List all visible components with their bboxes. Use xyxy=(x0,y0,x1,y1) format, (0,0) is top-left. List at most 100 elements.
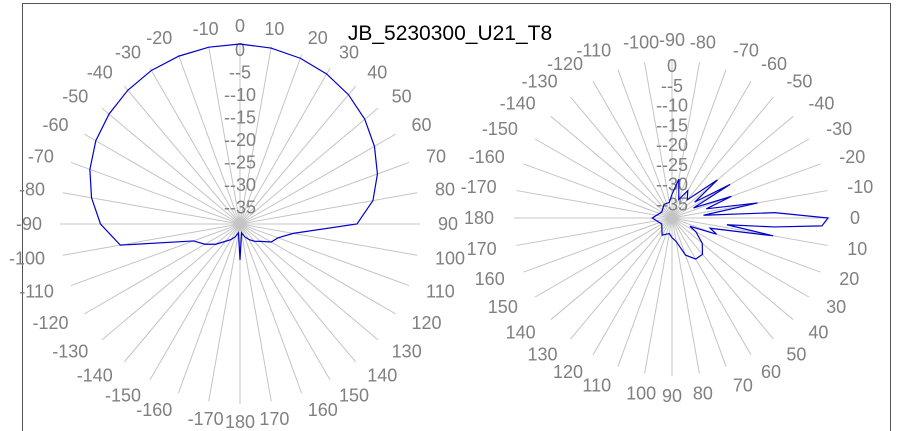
angle-tick-label: 70 xyxy=(733,375,753,395)
spoke-line xyxy=(149,67,241,225)
angle-tick-label: 50 xyxy=(392,87,412,107)
angle-tick-label: -130 xyxy=(52,341,88,361)
radial-tick-label: --30 xyxy=(656,175,688,195)
angle-tick-label: -100 xyxy=(9,248,45,268)
polar-chart-right: 0--5--10--15--20--25--30--35010203040506… xyxy=(461,30,874,406)
angle-tick-label: -90 xyxy=(659,30,685,50)
spoke-line xyxy=(617,69,673,219)
radial-tick-label: --10 xyxy=(224,85,256,105)
spoke-line xyxy=(523,217,673,273)
angle-tick-label: -80 xyxy=(19,180,45,200)
spoke-line xyxy=(239,223,379,341)
angle-tick-label: -50 xyxy=(786,72,812,92)
angle-tick-label: -120 xyxy=(32,313,68,333)
angle-tick-label: 150 xyxy=(339,385,369,405)
spoke-line xyxy=(70,161,241,225)
angle-tick-label: -10 xyxy=(193,19,219,39)
spoke-line xyxy=(671,217,794,320)
angle-tick-label: -150 xyxy=(482,119,518,139)
spoke-line xyxy=(671,116,794,219)
spoke-line xyxy=(239,161,410,225)
radial-tick-label: --30 xyxy=(224,175,256,195)
angle-tick-label: 20 xyxy=(308,28,328,48)
angle-tick-label: -20 xyxy=(839,147,865,167)
spoke-line xyxy=(671,80,752,219)
angle-tick-label: -100 xyxy=(623,33,659,53)
angle-tick-label: 100 xyxy=(626,383,656,403)
spoke-line xyxy=(592,217,673,356)
angle-tick-label: 90 xyxy=(438,214,458,234)
angle-tick-label: -60 xyxy=(43,115,69,135)
angle-tick-label: 80 xyxy=(693,383,713,403)
angle-tick-label: -150 xyxy=(105,385,141,405)
radial-tick-label: --15 xyxy=(224,108,256,128)
angle-tick-label: 110 xyxy=(426,282,455,302)
angle-tick-label: -40 xyxy=(808,94,834,114)
radial-tick-label: --25 xyxy=(224,153,256,173)
angle-tick-label: 110 xyxy=(582,375,611,395)
spoke-line xyxy=(671,62,700,219)
angle-tick-label: 140 xyxy=(367,366,397,386)
angle-tick-label: -110 xyxy=(576,41,611,61)
angle-tick-label: -30 xyxy=(115,43,141,63)
spoke-line xyxy=(83,223,241,315)
radial-tick-label: 0 xyxy=(667,56,677,76)
spoke-line xyxy=(671,217,727,367)
spoke-line xyxy=(671,217,821,273)
radial-tick-label: --5 xyxy=(229,63,251,83)
angle-tick-label: 180 xyxy=(225,412,255,431)
spoke-line xyxy=(239,85,357,225)
angle-tick-label: -70 xyxy=(733,41,759,61)
angle-tick-label: 0 xyxy=(850,208,860,228)
pattern-series-line xyxy=(651,178,830,260)
angle-tick-label: -160 xyxy=(136,400,172,420)
angle-tick-label: 40 xyxy=(808,322,828,342)
spoke-line xyxy=(570,96,673,219)
radial-tick-label: --25 xyxy=(656,155,688,175)
angle-tick-label: -130 xyxy=(522,72,558,92)
spoke-line xyxy=(671,217,752,356)
angle-tick-label: 80 xyxy=(435,180,455,200)
spoke-line xyxy=(671,96,774,219)
spoke-line xyxy=(149,223,241,381)
angle-tick-label: -140 xyxy=(77,366,113,386)
spoke-line xyxy=(534,138,673,219)
angle-tick-label: 10 xyxy=(264,19,284,39)
spoke-line xyxy=(550,217,673,320)
angle-tick-label: -90 xyxy=(16,214,42,234)
radial-tick-label: --35 xyxy=(224,198,256,218)
spoke-line xyxy=(644,62,673,219)
angle-tick-label: 120 xyxy=(553,362,583,382)
spoke-line xyxy=(516,217,673,246)
spoke-line xyxy=(523,163,673,219)
radial-tick-label: --20 xyxy=(224,130,256,150)
spoke-line xyxy=(671,217,828,246)
spoke-line xyxy=(123,85,241,225)
spoke-line xyxy=(239,223,272,402)
angle-tick-label: -140 xyxy=(500,94,536,114)
angle-tick-label: -40 xyxy=(87,62,113,82)
angle-tick-label: 170 xyxy=(259,409,289,429)
angle-tick-label: 150 xyxy=(488,297,518,317)
radial-tick-label: --15 xyxy=(656,115,688,135)
angle-tick-label: 60 xyxy=(761,362,781,382)
angle-tick-label: 10 xyxy=(847,239,867,259)
spoke-line xyxy=(239,223,410,287)
angle-tick-label: -60 xyxy=(761,54,787,74)
spoke-line xyxy=(671,138,810,219)
spoke-line xyxy=(239,107,379,225)
spoke-line xyxy=(671,163,821,219)
spoke-line xyxy=(123,223,241,363)
spoke-line xyxy=(62,192,241,225)
spoke-line xyxy=(534,217,673,298)
spoke-line xyxy=(617,217,673,367)
angle-tick-label: 130 xyxy=(392,341,422,361)
spoke-line xyxy=(239,133,397,225)
spoke-line xyxy=(644,217,673,374)
spoke-line xyxy=(239,54,303,225)
radial-tick-label: 0 xyxy=(235,40,245,60)
angle-tick-label: -10 xyxy=(847,177,873,197)
spoke-line xyxy=(239,223,331,381)
